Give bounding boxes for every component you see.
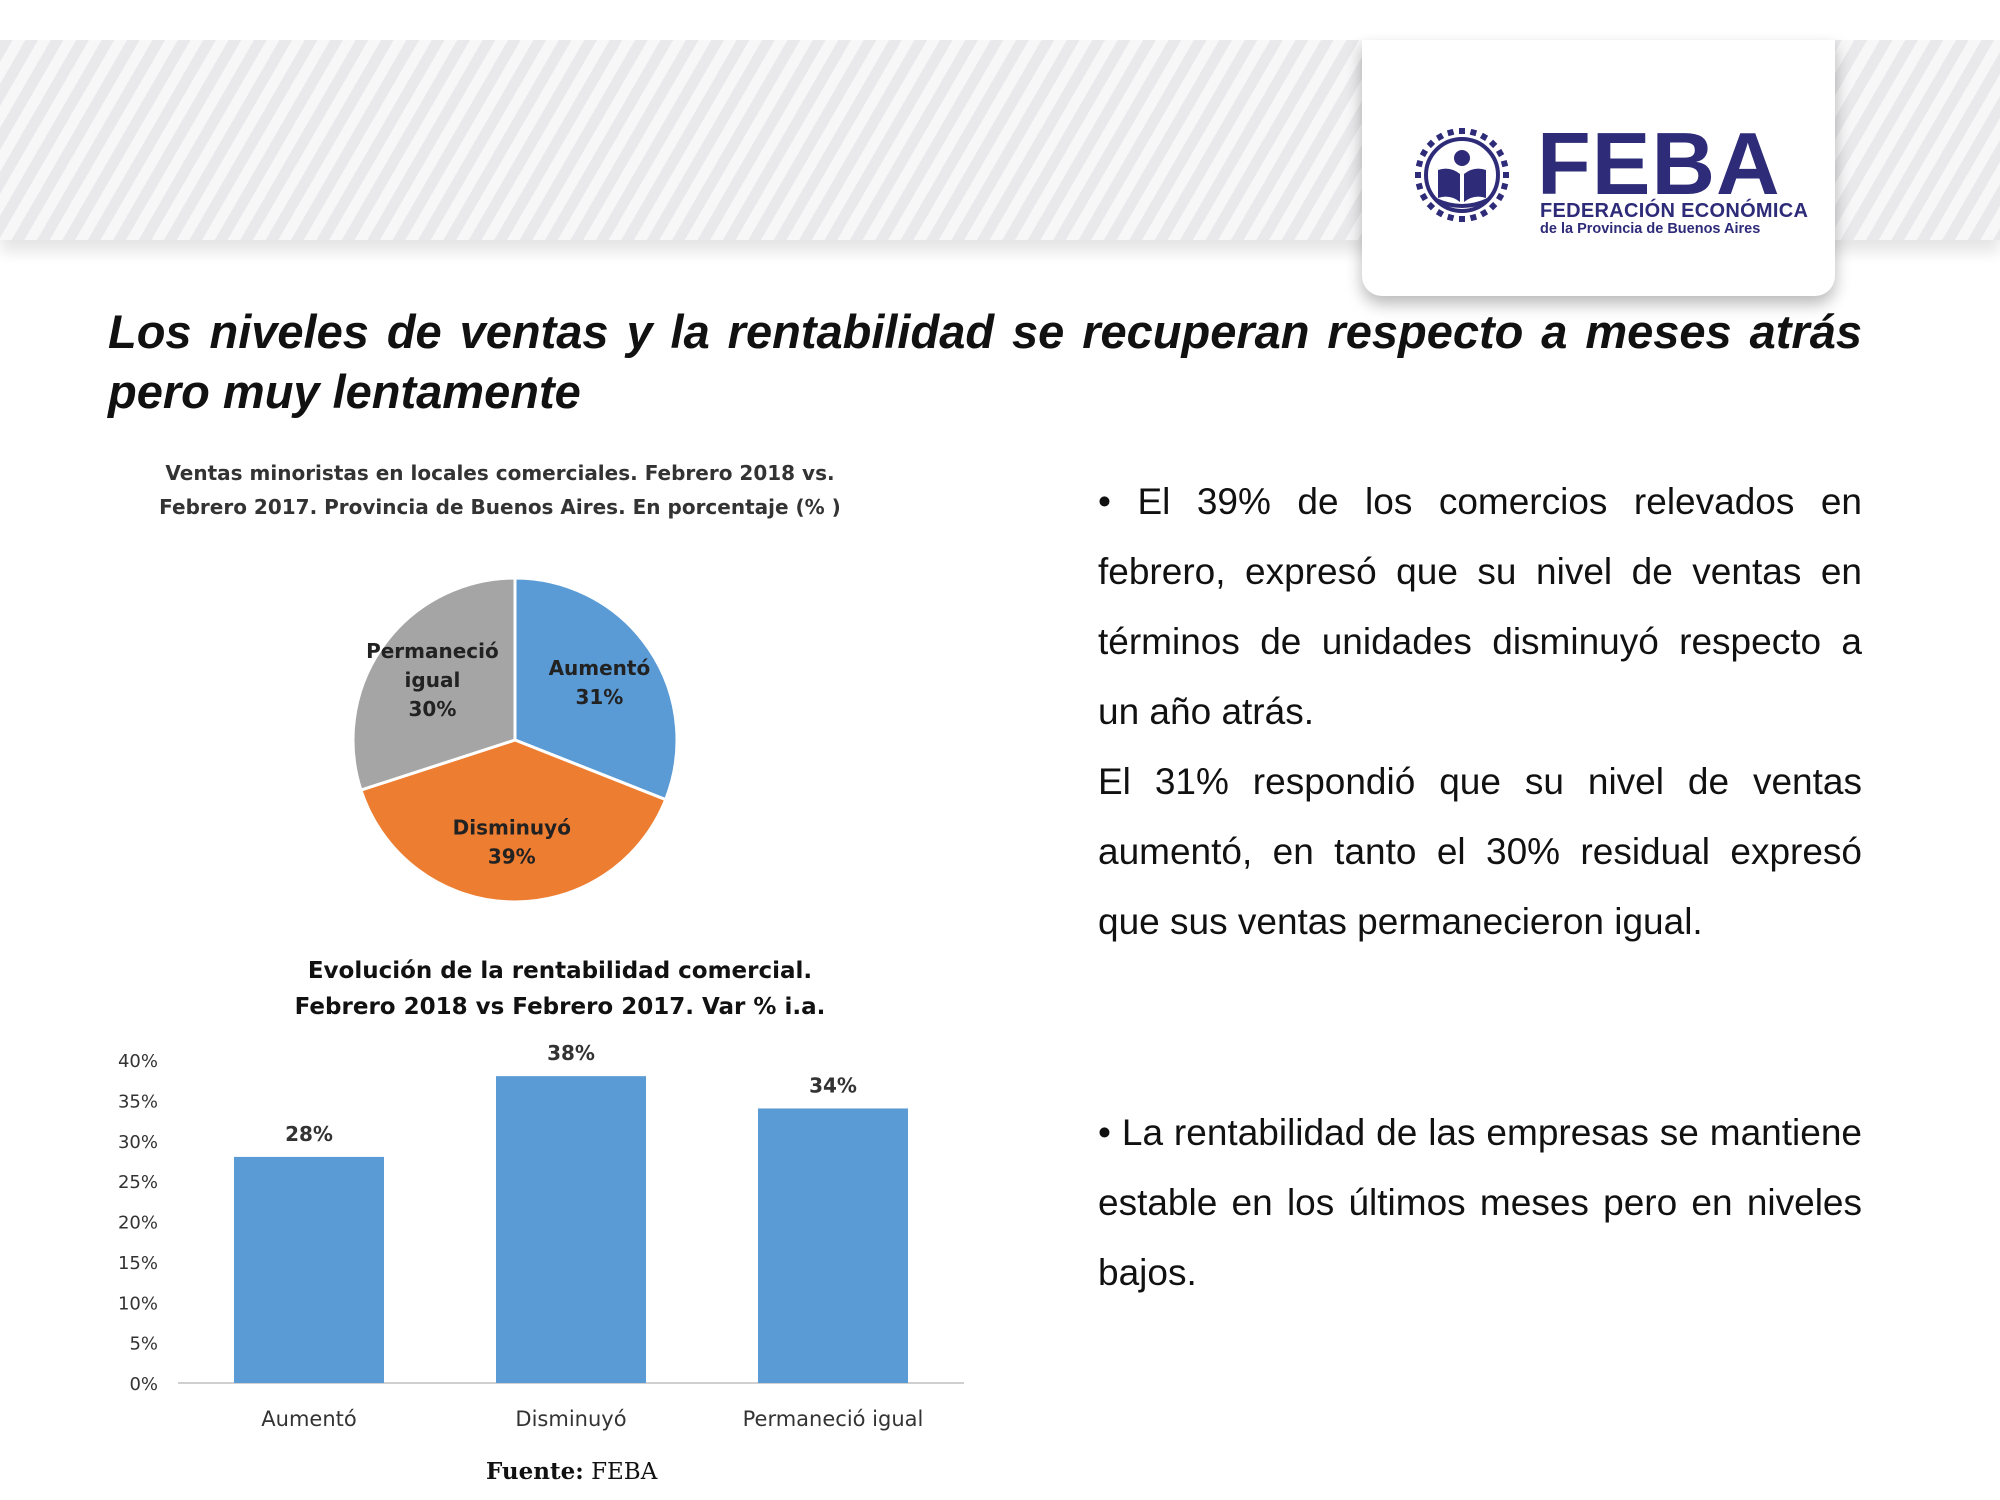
- y-tick-label: 15%: [118, 1253, 158, 1274]
- bar-value-label: 38%: [547, 1041, 595, 1065]
- y-tick-label: 30%: [118, 1132, 158, 1153]
- x-category-label: Disminuyó: [515, 1407, 626, 1431]
- source-note: Fuente: FEBA: [486, 1458, 657, 1485]
- bar-value-label: 28%: [285, 1122, 333, 1146]
- logo-subtitle-region: de la Provincia de Buenos Aires: [1540, 221, 1761, 237]
- logo-wordmark: FEBA: [1537, 114, 1781, 213]
- pie-label-aumento: Aumentó 31%: [549, 656, 651, 709]
- pie-slice-permanecio-igual: [351, 576, 517, 792]
- x-category-label: Permaneció igual: [743, 1407, 924, 1431]
- pie-chart-title-line2: Febrero 2017. Provincia de Buenos Aires.…: [159, 495, 841, 519]
- logo-subtitle: FEDERACIÓN ECONÓMICA: [1540, 200, 1809, 222]
- bar-disminuyo: [496, 1076, 646, 1383]
- pie-slice-disminuyo: [359, 738, 668, 904]
- bullet-profitability: • La rentabilidad de las empresas se man…: [1098, 1098, 1862, 1308]
- bar-chart-title-line1: Evolución de la rentabilidad comercial.: [307, 958, 813, 984]
- y-tick-label: 40%: [118, 1051, 158, 1072]
- y-tick-label: 5%: [129, 1334, 158, 1355]
- logo-card: FEBA FEDERACIÓN ECONÓMICA de la Provinci…: [1362, 40, 1835, 296]
- pie-chart-title: Ventas minoristas en locales comerciales…: [140, 456, 860, 524]
- y-tick-label: 0%: [129, 1374, 158, 1395]
- y-tick-label: 35%: [118, 1091, 158, 1112]
- bullet-sales-paragraph-1: • El 39% de los comercios relevados en f…: [1098, 481, 1862, 732]
- y-tick-label: 20%: [118, 1213, 158, 1234]
- bar-permanecio-igual: [758, 1108, 908, 1383]
- pie-label-disminuyo: Disminuyó 39%: [453, 816, 571, 869]
- page-title: Los niveles de ventas y la rentabilidad …: [108, 305, 1862, 418]
- bullet-sales-paragraph-2: El 31% respondió que su nivel de ventas …: [1098, 761, 1862, 942]
- y-tick-label: 10%: [118, 1293, 158, 1314]
- y-tick-label: 25%: [118, 1172, 158, 1193]
- feba-emblem-icon: [1415, 128, 1509, 222]
- pie-slice-aumento: [513, 576, 679, 802]
- bar-chart-title: Evolución de la rentabilidad comercial. …: [240, 953, 880, 1025]
- pie-chart-title-line1: Ventas minoristas en locales comerciales…: [165, 461, 835, 485]
- source-value: FEBA: [591, 1459, 658, 1485]
- bar-aumento: [234, 1156, 384, 1383]
- source-label: Fuente:: [486, 1458, 584, 1485]
- bullet-profitability-paragraph: • La rentabilidad de las empresas se man…: [1098, 1112, 1862, 1293]
- bar-chart-title-line2: Febrero 2018 vs Febrero 2017. Var % i.a.: [294, 994, 826, 1020]
- pie-label-permanecio-igual: Permaneció igual 30%: [366, 639, 499, 721]
- x-category-label: Aumentó: [261, 1407, 356, 1431]
- bar-value-label: 34%: [809, 1073, 857, 1097]
- bullet-sales: • El 39% de los comercios relevados en f…: [1098, 467, 1862, 957]
